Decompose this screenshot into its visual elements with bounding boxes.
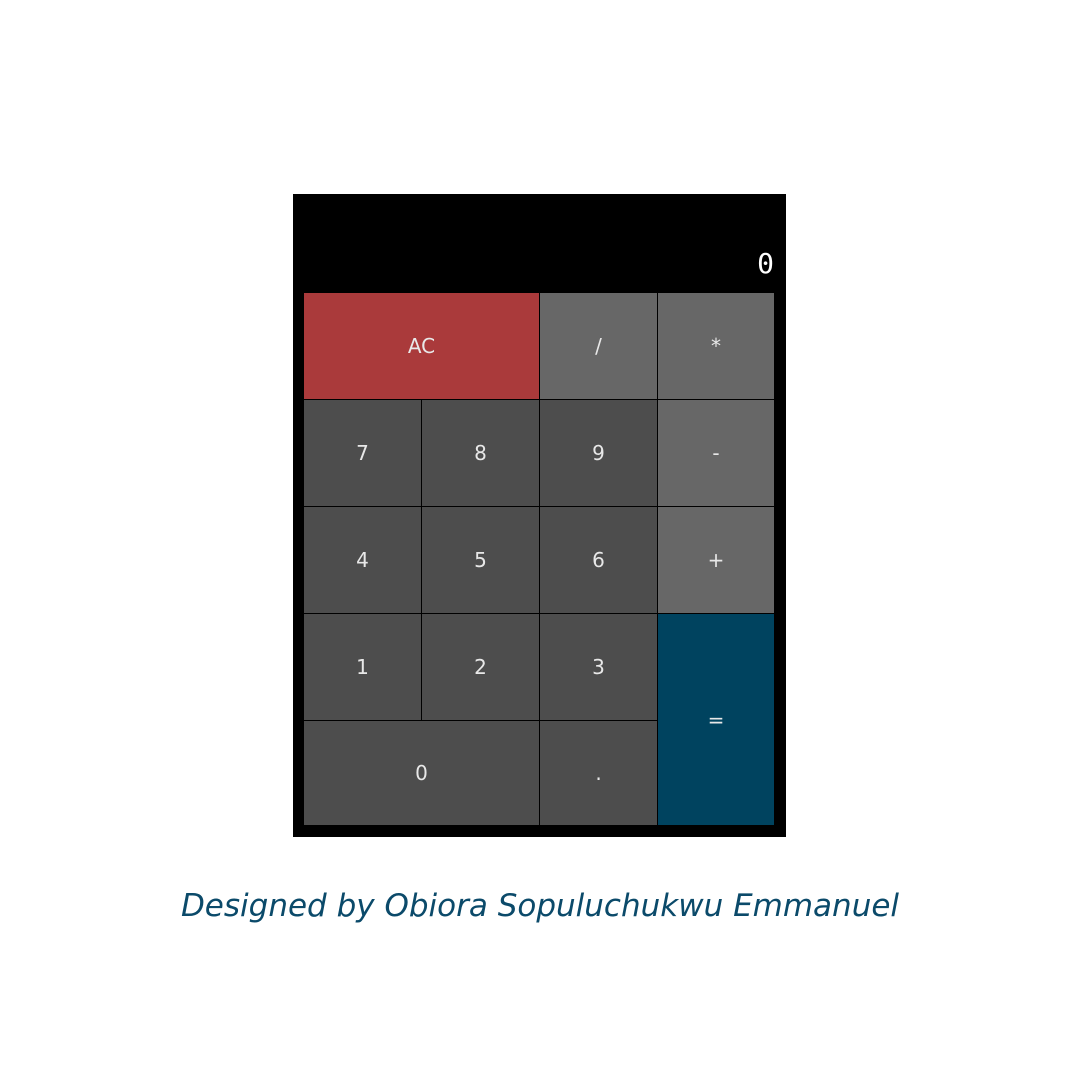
digit-8-button[interactable]: 8	[422, 400, 539, 506]
keypad: AC / * 7 8 9 - 4 5 6 + 1 2 3 = 0 .	[304, 293, 774, 825]
digit-6-button[interactable]: 6	[540, 507, 657, 613]
add-button[interactable]: +	[658, 507, 774, 613]
equals-button[interactable]: =	[658, 614, 774, 825]
digit-2-button[interactable]: 2	[422, 614, 539, 720]
clear-button[interactable]: AC	[304, 293, 539, 399]
subtract-button[interactable]: -	[658, 400, 774, 506]
digit-7-button[interactable]: 7	[304, 400, 421, 506]
decimal-button[interactable]: .	[540, 721, 657, 825]
digit-4-button[interactable]: 4	[304, 507, 421, 613]
digit-0-button[interactable]: 0	[304, 721, 539, 825]
digit-1-button[interactable]: 1	[304, 614, 421, 720]
digit-9-button[interactable]: 9	[540, 400, 657, 506]
digit-5-button[interactable]: 5	[422, 507, 539, 613]
multiply-button[interactable]: *	[658, 293, 774, 399]
designer-credit: Designed by Obiora Sopuluchukwu Emmanuel	[180, 888, 900, 924]
calculator: 0 AC / * 7 8 9 - 4 5 6 + 1 2 3 = 0 .	[293, 194, 786, 837]
display-value: 0	[757, 247, 774, 280]
calculator-display: 0	[303, 194, 774, 292]
divide-button[interactable]: /	[540, 293, 657, 399]
digit-3-button[interactable]: 3	[540, 614, 657, 720]
